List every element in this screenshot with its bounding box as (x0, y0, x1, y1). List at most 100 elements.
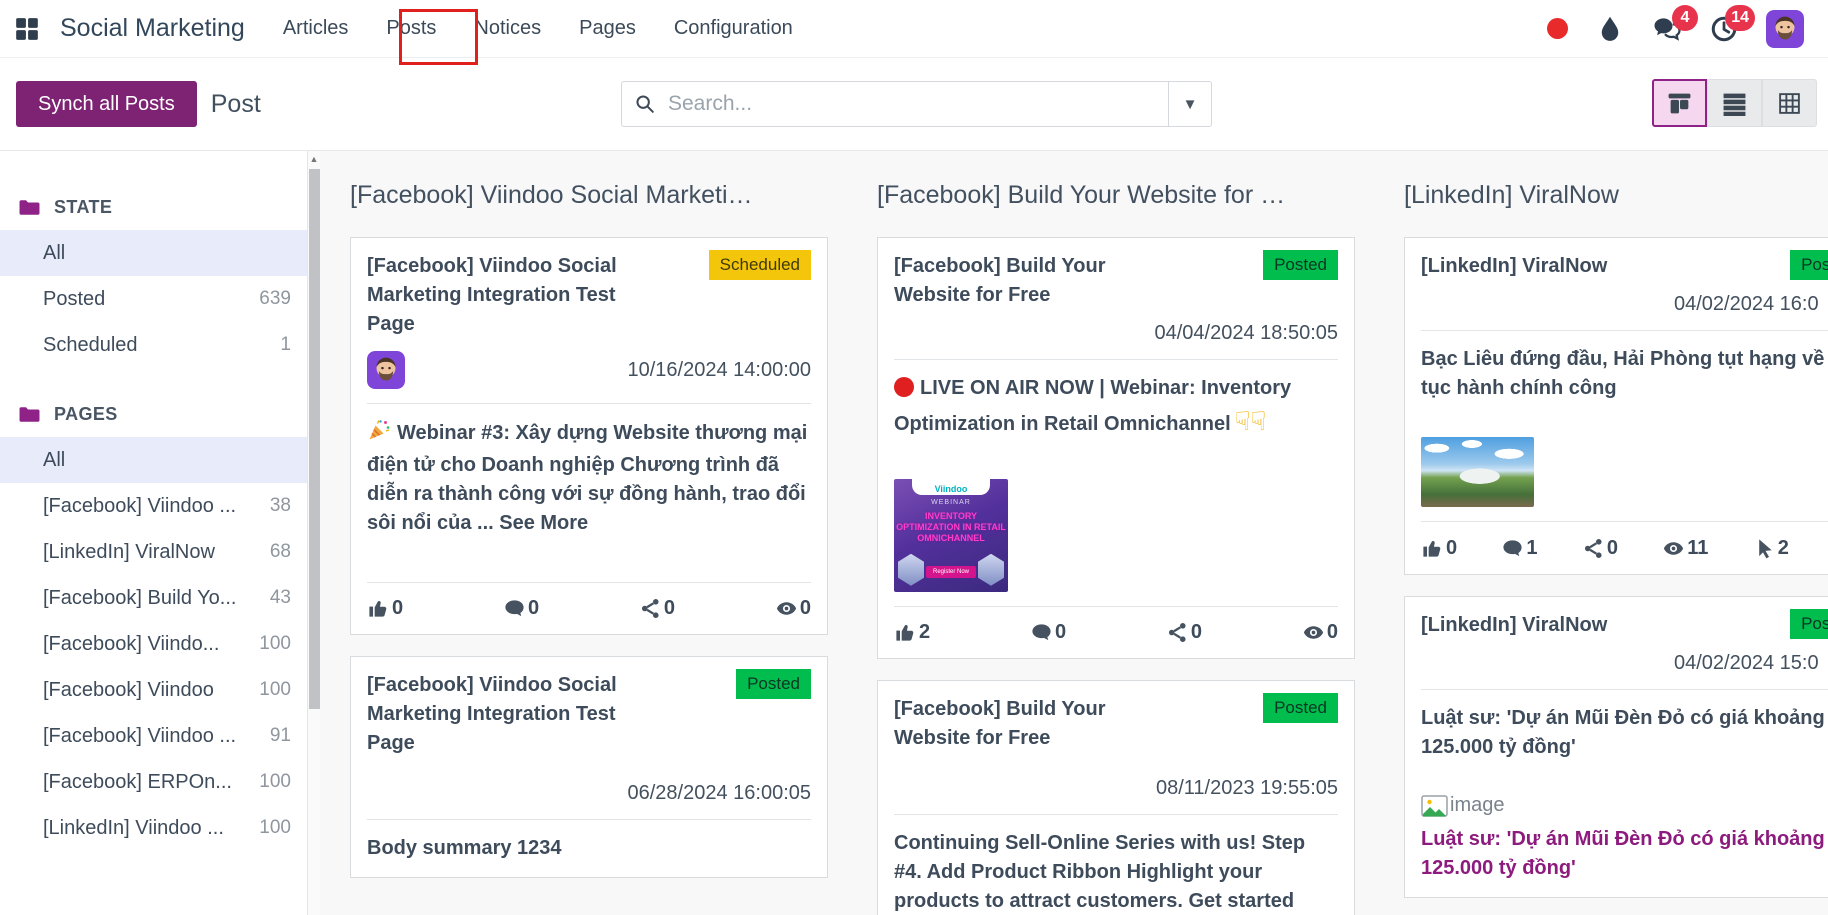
status-badge: Scheduled (708, 250, 811, 280)
pointing-down-icon: ☟☟ (1234, 406, 1267, 436)
post-body: Body summary 1234 (367, 837, 562, 859)
kanban-view-button[interactable] (1652, 79, 1707, 127)
party-popper-icon (367, 418, 391, 451)
caret-down-icon: ▼ (1182, 95, 1198, 113)
post-body: Luật sư: 'Dự án Mũi Đèn Đỏ có giá khoảng… (1421, 707, 1825, 758)
recording-dot-icon (1547, 18, 1568, 39)
scroll-up-arrow-icon[interactable]: ▲ (309, 154, 319, 164)
state-section-header: STATE (0, 197, 307, 218)
kanban-column-1: [Facebook] Viindoo Social Marketi… Sched… (350, 181, 828, 915)
scrollbar-thumb[interactable] (309, 169, 320, 709)
cursor-icon (1753, 537, 1776, 560)
post-card[interactable]: Posted [Facebook] Build Your Website for… (877, 679, 1355, 915)
kanban-column-2: [Facebook] Build Your Website for … Post… (877, 181, 1355, 915)
kanban-column-3: [LinkedIn] ViralNow Posted [LinkedIn] Vi… (1404, 181, 1828, 915)
pages-section-header: PAGES (0, 404, 307, 425)
post-card[interactable]: Posted [LinkedIn] ViralNow 04/02/2024 16… (1404, 237, 1828, 575)
status-badge: Posted (1263, 692, 1338, 723)
user-avatar[interactable] (1766, 10, 1804, 48)
post-author-avatar (367, 351, 405, 389)
status-badge: Posted (1790, 250, 1828, 280)
sidebar-item-state-all[interactable]: All (0, 230, 307, 276)
comments-stat: 1 (1501, 537, 1538, 560)
top-navbar: Social Marketing Articles Posts Notices … (0, 0, 1828, 65)
views-stat: 0 (1302, 621, 1338, 644)
list-view-button[interactable] (1707, 79, 1762, 127)
messages-icon[interactable]: 4 (1652, 4, 1698, 44)
views-stat: 11 (1662, 537, 1708, 560)
post-title: [Facebook] Build Your Website for Free (894, 697, 1106, 749)
sidebar-item-page-3[interactable]: [Facebook] Build Yo... 43 (43, 586, 291, 609)
control-panel: Synch all Posts Post ▼ (0, 58, 1828, 150)
menu-articles[interactable]: Articles (282, 17, 349, 39)
activities-badge: 14 (1725, 4, 1755, 31)
column-header: [Facebook] Viindoo Social Marketi… (350, 181, 753, 209)
comment-icon (1501, 537, 1524, 560)
post-card[interactable]: Posted [LinkedIn] ViralNow 04/02/2024 15… (1404, 596, 1828, 898)
sync-all-posts-button[interactable]: Synch all Posts (16, 81, 197, 127)
status-badge: Posted (1790, 609, 1828, 639)
post-body: LIVE ON AIR NOW | Webinar: Inventory Opt… (894, 377, 1292, 436)
kanban-icon (1667, 91, 1692, 116)
activities-clock-icon[interactable]: 14 (1709, 4, 1755, 44)
comments-stat: 0 (503, 597, 539, 620)
post-card[interactable]: Posted [Facebook] Build Your Website for… (877, 237, 1355, 659)
post-card[interactable]: Posted [Facebook] Viindoo Social Marketi… (350, 656, 828, 878)
post-title: [Facebook] Build Your Website for Free (894, 255, 1106, 306)
column-header: [LinkedIn] ViralNow (1404, 181, 1619, 209)
post-card[interactable]: Scheduled [Facebook] Viindoo Social Mark… (350, 237, 828, 635)
likes-stat: 2 (894, 621, 930, 644)
post-title: [Facebook] Viindoo Social Marketing Inte… (367, 255, 617, 335)
sidebar-item-page-1[interactable]: [Facebook] Viindoo ... 38 (43, 494, 291, 517)
post-date: 08/11/2023 19:55:05 (1155, 776, 1338, 799)
post-title: [LinkedIn] ViralNow (1421, 614, 1608, 636)
shares-stat: 0 (1582, 537, 1618, 560)
eye-icon (1302, 621, 1325, 644)
share-icon (1166, 621, 1189, 644)
post-body: Webinar #3: Xây dựng Website thương mại … (367, 418, 811, 538)
app-title: Social Marketing (60, 14, 245, 42)
search-dropdown-toggle[interactable]: ▼ (1168, 82, 1211, 126)
menu-pages[interactable]: Pages (579, 17, 636, 39)
search-icon (622, 82, 668, 126)
sidebar-item-page-7[interactable]: [Facebook] ERPOn... 100 (43, 770, 291, 793)
sidebar-item-page-6[interactable]: [Facebook] Viindoo ... 91 (43, 724, 291, 747)
breadcrumb-title: Post (210, 89, 261, 118)
post-date: 04/02/2024 15:0 (1674, 652, 1819, 674)
systray: 4 14 (1547, 4, 1804, 48)
menu-notices[interactable]: Notices (474, 17, 542, 39)
thumbs-up-icon (367, 597, 390, 620)
search-input[interactable] (668, 82, 1168, 126)
sidebar-item-state-scheduled[interactable]: Scheduled 1 (43, 333, 291, 356)
eye-icon (775, 597, 798, 620)
menu-configuration[interactable]: Configuration (673, 17, 793, 39)
list-icon (1722, 91, 1747, 116)
post-date: 10/16/2024 14:00:00 (627, 358, 811, 381)
status-badge: Posted (736, 669, 811, 699)
sidebar-item-page-2[interactable]: [LinkedIn] ViralNow 68 (43, 540, 291, 563)
menu-posts[interactable]: Posts (386, 17, 437, 39)
thumbs-up-icon (894, 621, 917, 644)
sidebar-item-page-4[interactable]: [Facebook] Viindo... 100 (43, 632, 291, 655)
apps-grid-icon[interactable] (14, 16, 40, 42)
broken-image-placeholder: image (1421, 794, 1828, 817)
pivot-icon (1777, 91, 1802, 116)
messages-badge: 4 (1672, 4, 1698, 31)
clicks-stat: 2 (1753, 537, 1789, 560)
vertical-scrollbar[interactable]: ▲ (307, 151, 320, 915)
droplet-icon[interactable] (1595, 14, 1625, 44)
post-link[interactable]: Luật sư: 'Dự án Mũi Đèn Đỏ có giá khoảng… (1421, 828, 1825, 879)
eye-icon (1662, 537, 1685, 560)
sidebar-item-page-8[interactable]: [LinkedIn] Viindoo ... 100 (43, 816, 291, 839)
sidebar-item-state-posted[interactable]: Posted 639 (43, 287, 291, 310)
comment-icon (503, 597, 526, 620)
shares-stat: 0 (1166, 621, 1202, 644)
post-date: 04/02/2024 16:0 (1674, 293, 1819, 315)
post-body: Continuing Sell-Online Series with us! S… (894, 831, 1306, 912)
post-stats: 2 0 0 0 (894, 621, 1338, 644)
pivot-view-button[interactable] (1762, 79, 1817, 127)
sidebar-item-page-all[interactable]: All (0, 437, 307, 483)
sidebar-item-page-5[interactable]: [Facebook] Viindoo 100 (43, 678, 291, 701)
post-stats: 0 1 0 11 2 %2 (1421, 536, 1828, 560)
post-body: Bạc Liêu đứng đầu, Hải Phòng tụt hạng về… (1421, 348, 1828, 399)
